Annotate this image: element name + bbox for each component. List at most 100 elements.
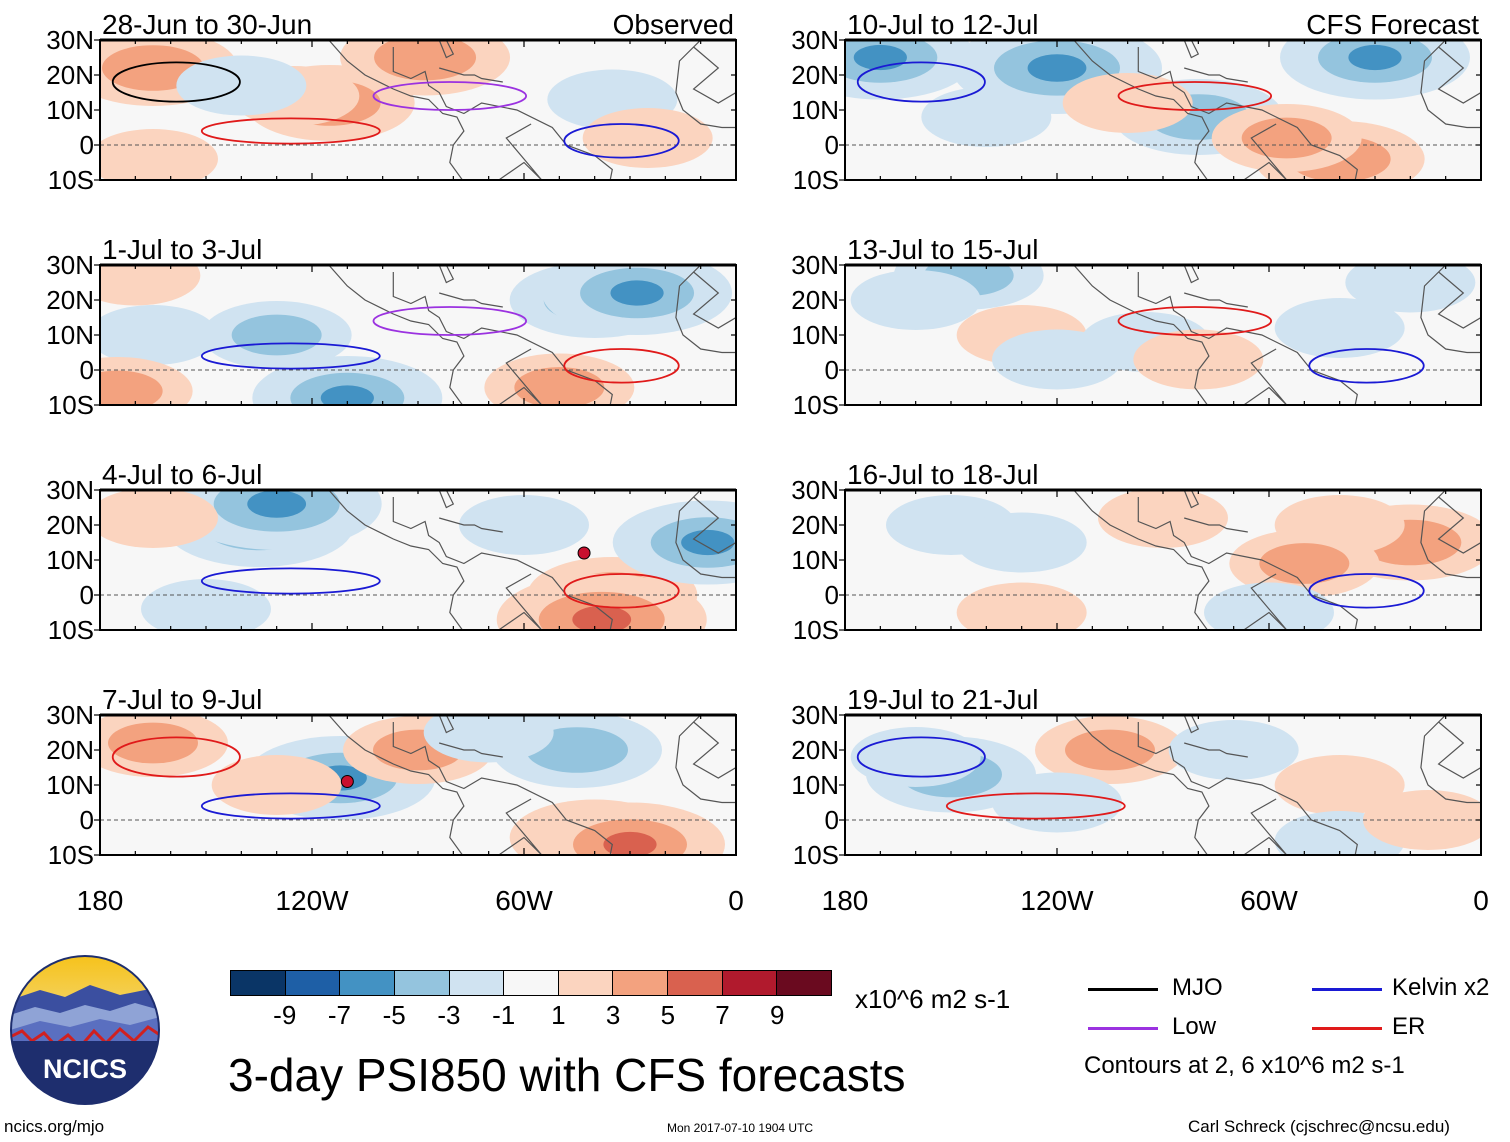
y-tick-label: 10S xyxy=(793,615,839,645)
y-tick-label: 10N xyxy=(791,320,839,350)
anomaly-blob-peak xyxy=(1348,44,1402,71)
wave-contours xyxy=(111,61,680,159)
y-tick-label: 10N xyxy=(46,770,94,800)
anomaly-blob-core xyxy=(374,40,477,81)
chart-title: 3-day PSI850 with CFS forecasts xyxy=(228,1049,906,1101)
panel-8: 19-Jul to 21-Jul 30N 20N 10N 0 10S 180 120W 60W 0 xyxy=(791,684,1488,916)
colorbar-swatch xyxy=(777,971,832,995)
anomaly-blob-outer xyxy=(956,512,1087,573)
anomaly-blob-outer xyxy=(1168,720,1299,780)
panel-tag-label: Observed xyxy=(613,9,734,40)
colorbar-tick-label: 1 xyxy=(551,1000,566,1030)
contour-kelvin xyxy=(200,792,381,820)
coastline-florida xyxy=(438,40,455,59)
contour-kelvin xyxy=(856,736,986,778)
colorbar-tick-label: -1 xyxy=(492,1000,516,1030)
colorbar-tick-labels: -9 -7 -5 -3 -1 1 3 5 7 9 xyxy=(230,1000,832,1030)
y-tick-label: 10S xyxy=(793,165,839,195)
coastline-florida xyxy=(1183,715,1200,734)
colorbar-tick-label: -9 xyxy=(273,1000,297,1030)
coastline-americas-east xyxy=(392,47,613,180)
legend-line-low xyxy=(1088,1027,1158,1030)
anomaly-blob-outer xyxy=(956,582,1087,630)
y-tick-label: 10S xyxy=(48,390,94,420)
coastline-africa xyxy=(675,715,736,804)
legend-line-kelvin xyxy=(1312,988,1382,991)
anomaly-blob-core xyxy=(100,370,163,405)
y-tick-label: 30N xyxy=(791,475,839,505)
coastline-caribbean xyxy=(439,517,503,533)
y-tick-label: 30N xyxy=(791,700,839,730)
y-tick-label: 0 xyxy=(825,355,839,385)
coastline-florida xyxy=(1183,265,1200,284)
colorbar-swatch xyxy=(613,971,669,995)
y-tick-label: 10N xyxy=(791,545,839,575)
panel-1: 28-Jun to 30-Jun Observed 30N 20N 10N 0 10S xyxy=(46,9,737,195)
website-link[interactable]: ncics.org/mjo xyxy=(4,1117,105,1136)
coastlines xyxy=(327,40,736,180)
logo-text: NCICS xyxy=(43,1054,127,1084)
coastline-africa xyxy=(675,490,736,579)
anomaly-field xyxy=(100,715,725,855)
colorbar-tick-label: 7 xyxy=(715,1000,730,1030)
x-tick-label: 0 xyxy=(728,885,744,916)
y-tick-label: 0 xyxy=(825,130,839,160)
coastline-africa xyxy=(1420,490,1481,579)
coastline-africa xyxy=(1420,40,1481,129)
coastline-africa xyxy=(675,40,736,129)
panel-tag-label: CFS Forecast xyxy=(1306,9,1479,40)
y-tick-label: 10N xyxy=(791,95,839,125)
x-tick-label: 120W xyxy=(1020,885,1094,916)
contour-kelvin xyxy=(200,567,381,595)
anomaly-blob-core xyxy=(108,722,198,764)
anomaly-blob-core xyxy=(514,367,605,405)
y-tick-label: 30N xyxy=(791,250,839,280)
colorbar-swatch xyxy=(340,971,395,995)
y-tick-label: 0 xyxy=(825,580,839,610)
borders-africa xyxy=(1437,271,1481,329)
anomaly-blob-outer xyxy=(423,715,554,763)
anomaly-blob-outer xyxy=(921,87,1052,147)
anomaly-blob-outer xyxy=(1133,329,1264,390)
legend-line-er xyxy=(1312,1027,1382,1030)
anomaly-blob-outer xyxy=(100,490,218,548)
contour-er xyxy=(945,792,1126,820)
anomaly-blob-outer xyxy=(1274,755,1405,815)
x-tick-label: 180 xyxy=(77,885,124,916)
anomaly-blob-peak xyxy=(572,605,632,630)
panel-maps: 28-Jun to 30-Jun Observed 30N 20N 10N 0 10S 1-J… xyxy=(46,9,1488,916)
coastline-florida xyxy=(438,490,455,509)
storm-symbol xyxy=(577,546,591,560)
y-tick-label: 10S xyxy=(48,840,94,870)
panel-4: 7-Jul to 9-Jul 30N 20N 10N 0 10S 180 120W 60W 0 xyxy=(46,684,743,916)
borders-south-america xyxy=(497,573,543,630)
panel-period-label: 1-Jul to 3-Jul xyxy=(102,234,262,265)
borders-south-america xyxy=(497,798,543,855)
anomaly-field xyxy=(886,490,1481,630)
contour-er xyxy=(111,736,241,778)
panel-period-label: 16-Jul to 18-Jul xyxy=(847,459,1038,490)
coastline-caribbean xyxy=(1184,67,1248,83)
coastline-americas-east xyxy=(392,272,613,405)
x-tick-label: 60W xyxy=(1240,885,1298,916)
y-tick-label: 10N xyxy=(791,770,839,800)
borders-africa xyxy=(692,271,736,329)
colorbar-units: x10^6 m2 s-1 xyxy=(855,984,1011,1014)
panel-2: 1-Jul to 3-Jul 30N 20N 10N 0 10S xyxy=(46,234,737,420)
wave-contours xyxy=(856,736,1126,820)
anomaly-blob-peak xyxy=(610,280,664,306)
legend-label-low: Low xyxy=(1172,1013,1217,1040)
y-tick-label: 30N xyxy=(791,25,839,55)
panel-period-label: 19-Jul to 21-Jul xyxy=(847,684,1038,715)
anomaly-blob-outer xyxy=(211,755,342,815)
anomaly-blob-outer xyxy=(992,772,1122,833)
anomaly-blob-outer xyxy=(176,55,307,116)
y-tick-label: 20N xyxy=(791,735,839,765)
wave-contours xyxy=(200,567,680,609)
panel-6: 13-Jul to 15-Jul 30N 20N 10N 0 10S xyxy=(791,234,1482,420)
y-tick-label: 0 xyxy=(80,355,94,385)
contour-kelvin xyxy=(200,342,381,370)
coastline-caribbean xyxy=(439,742,503,758)
panel-period-label: 28-Jun to 30-Jun xyxy=(102,9,312,40)
contours-note: Contours at 2, 6 x10^6 m2 s-1 xyxy=(1084,1052,1405,1079)
